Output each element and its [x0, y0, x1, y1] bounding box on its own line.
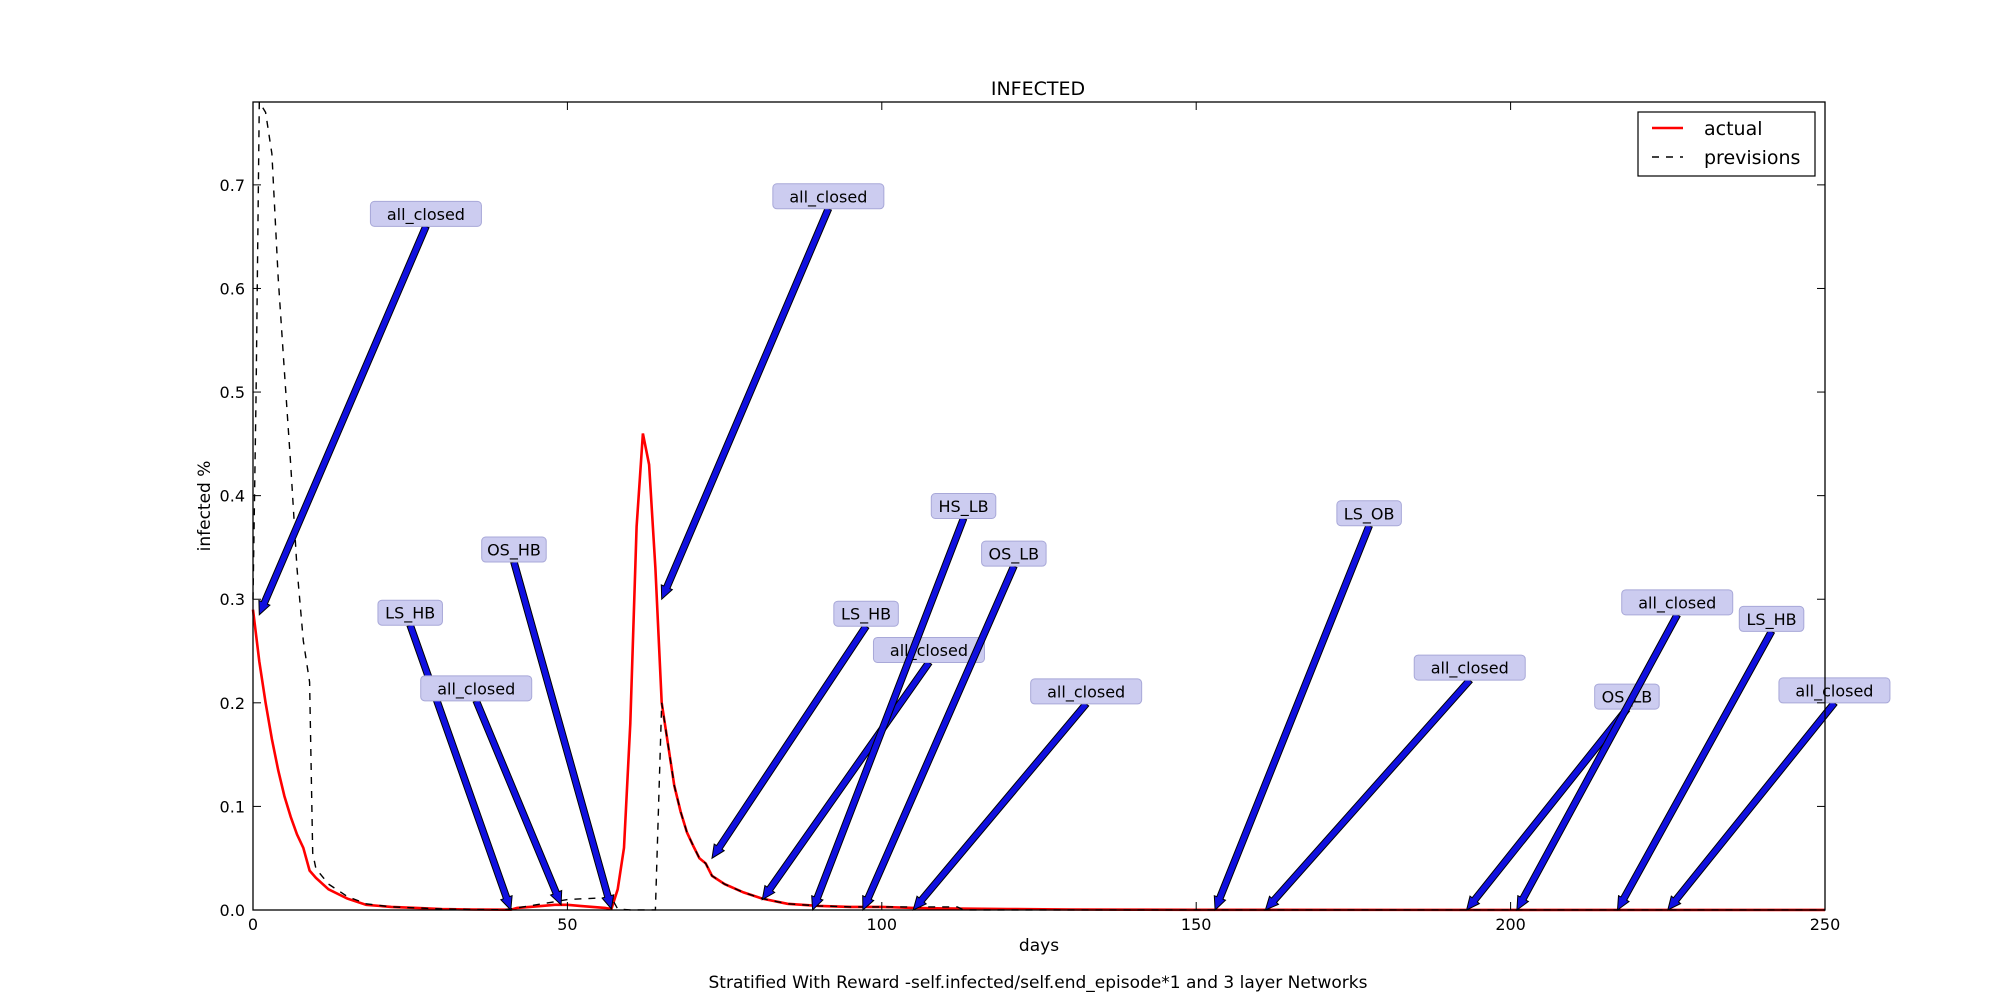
- legend-box: [1637, 111, 1816, 177]
- legend-label-actual: actual: [1704, 118, 1763, 140]
- annotation-box: [772, 183, 885, 210]
- x-tick-label: 100: [867, 915, 898, 934]
- annotation-label: OS_LB: [989, 545, 1040, 565]
- annotation-box: [981, 540, 1047, 567]
- annotation-arrow: [1616, 629, 1776, 912]
- annotation-label: all_closed: [1638, 593, 1716, 613]
- annotation-box: [377, 599, 443, 626]
- plot-frame: [252, 101, 1826, 911]
- series-line-actual: [251, 433, 1825, 912]
- annotation-label: all_closed: [789, 187, 867, 207]
- y-tick-label: 0.2: [220, 694, 245, 713]
- y-axis-label: infected %: [195, 461, 215, 552]
- annotation-layer: all_closed LS_HB all_closed OS_HB all_closed…: [258, 183, 1891, 912]
- annotation: LS_HB: [711, 600, 899, 860]
- annotation: all_closed: [660, 183, 885, 601]
- annotation-label: HS_LB: [939, 497, 989, 517]
- annotation-box: [1621, 589, 1734, 616]
- annotation: all_closed: [912, 678, 1143, 911]
- annotation-arrow: [1516, 612, 1681, 912]
- annotation: LS_HB: [377, 599, 513, 912]
- y-tick-label: 0.5: [220, 383, 245, 402]
- annotation: all_closed: [258, 200, 482, 616]
- annotation: all_closed: [1264, 654, 1526, 911]
- annotation-arrow: [862, 564, 1018, 912]
- annotation-label: LS_HB: [1747, 610, 1797, 630]
- annotation: all_closed: [420, 675, 563, 906]
- y-tick-label: 0.7: [220, 176, 245, 195]
- annotation-arrow: [711, 623, 870, 860]
- annotation-arrow: [510, 560, 615, 911]
- x-tick-label: 0: [248, 915, 258, 934]
- annotation-arrow: [1667, 700, 1838, 911]
- annotation-label: all_closed: [387, 205, 465, 225]
- annotation: LS_HB: [1616, 605, 1805, 912]
- annotation-label: all_closed: [1047, 682, 1125, 702]
- x-axis-label: days: [1019, 936, 1059, 956]
- y-tick-label: 0.6: [220, 279, 245, 298]
- annotation-box: [872, 636, 985, 663]
- annotation: HS_LB: [811, 493, 997, 912]
- y-tick-label: 0.3: [220, 590, 245, 609]
- annotation-label: all_closed: [890, 641, 968, 661]
- annotation-box: [1413, 654, 1526, 681]
- annotation-arrow: [811, 516, 968, 912]
- x-tick-label: 150: [1181, 915, 1212, 934]
- annotation-label: OS_LB: [1602, 688, 1653, 708]
- annotation-label: all_closed: [1795, 681, 1873, 701]
- annotation: all_closed: [1516, 589, 1734, 912]
- annotation-arrow: [912, 701, 1090, 911]
- annotation-box: [1778, 677, 1891, 704]
- x-tick-label: 250: [1810, 915, 1841, 934]
- series-layer: [251, 99, 1825, 912]
- annotation-box: [420, 675, 533, 702]
- x-tick-label: 200: [1495, 915, 1526, 934]
- annotation-box: [369, 200, 482, 227]
- tick-layer: 0 50 100 150 200 250 0.0 0.1 0.2 0.3 0.4 0.5 0.6 0.7: [220, 102, 1841, 934]
- annotation-label: LS_HB: [385, 604, 435, 624]
- annotation: OS_LB: [862, 540, 1047, 912]
- figure-caption: Stratified With Reward -self.infected/se…: [709, 973, 1368, 993]
- annotation-box: [481, 536, 547, 563]
- annotation-arrow: [1213, 523, 1373, 912]
- series-line-previsions: [252, 99, 1825, 911]
- annotation: LS_OB: [1213, 500, 1402, 912]
- y-tick-label: 0.0: [220, 901, 245, 920]
- legend-label-previsions: previsions: [1704, 147, 1800, 169]
- annotation-arrow: [406, 623, 513, 912]
- annotation-box: [1336, 500, 1402, 527]
- annotation-label: LS_OB: [1344, 504, 1395, 524]
- annotation-arrow: [660, 206, 833, 601]
- annotation-arrow: [258, 224, 430, 616]
- y-tick-label: 0.4: [220, 487, 245, 506]
- annotation-label: all_closed: [1431, 659, 1509, 679]
- annotation-arrow: [1465, 706, 1631, 911]
- annotation-box: [930, 493, 997, 519]
- annotation-label: OS_HB: [487, 541, 541, 561]
- y-tick-label: 0.1: [220, 797, 245, 816]
- annotation-box: [833, 600, 899, 627]
- annotation-box: [1738, 605, 1805, 632]
- annotation-arrow: [761, 659, 933, 901]
- annotation-box: [1030, 678, 1143, 705]
- annotation: OS_LB: [1465, 683, 1660, 911]
- chart-title: INFECTED: [991, 78, 1085, 100]
- x-tick-label: 50: [557, 915, 577, 934]
- annotation-arrow: [472, 698, 563, 906]
- annotation-label: all_closed: [437, 679, 515, 699]
- annotation: all_closed: [1667, 677, 1891, 911]
- annotation: OS_HB: [481, 536, 615, 911]
- legend: actual previsions: [1637, 111, 1816, 177]
- annotation-label: LS_HB: [841, 605, 891, 625]
- annotation-arrow: [1264, 677, 1473, 911]
